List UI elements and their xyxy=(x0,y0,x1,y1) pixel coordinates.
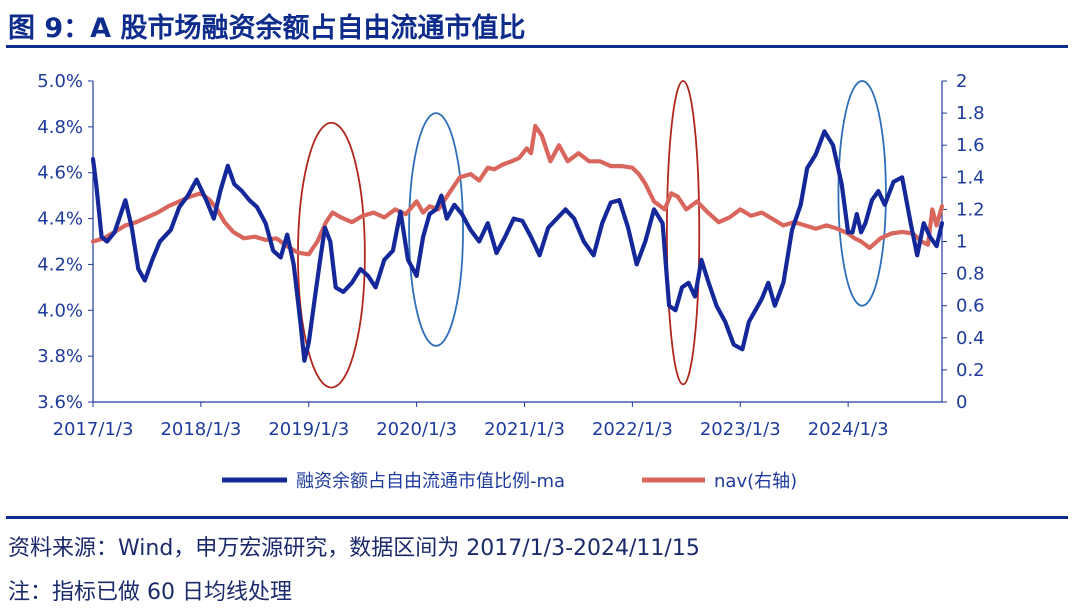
right-tick-label: 2 xyxy=(956,71,967,92)
x-tick-label: 2024/1/3 xyxy=(808,419,889,440)
right-tick-label: 0.4 xyxy=(956,328,985,349)
left-tick-label: 4.4% xyxy=(37,209,83,230)
right-tick-label: 1 xyxy=(956,232,967,253)
legend-margin-ratio-label: 融资余额占自由流通市值比例-ma xyxy=(296,471,565,492)
series-layer xyxy=(90,123,945,363)
x-tick-label: 2020/1/3 xyxy=(376,419,457,440)
red-highlight-ellipse xyxy=(666,80,701,386)
chart: 3.6% 3.8% 4.0% 4.2% 4.4% 4.6% 4.8% 5.0% 0 0.2 0.4 0… xyxy=(37,71,984,492)
left-tick-label: 3.8% xyxy=(37,346,83,367)
axes-layer: 3.6% 3.8% 4.0% 4.2% 4.4% 4.6% 4.8% 5.0% 0 0.2 0.4 0… xyxy=(37,71,984,440)
x-tick-label: 2019/1/3 xyxy=(268,419,349,440)
x-tick-label: 2018/1/3 xyxy=(160,419,241,440)
legend: 融资余额占自由流通市值比例-ma nav(右轴) xyxy=(222,471,797,492)
footnote: 注：指标已做 60 日均线处理 xyxy=(8,580,292,605)
source-note: 资料来源：Wind，申万宏源研究，数据区间为 2017/1/3-2024/11/… xyxy=(8,536,700,561)
left-tick-label: 4.2% xyxy=(37,254,83,275)
series-line-margin-ratio xyxy=(90,129,945,363)
right-tick-label: 1.2 xyxy=(956,199,985,220)
chart-title: 图 9：A 股市场融资余额占自由流通市值比 xyxy=(8,13,526,44)
right-tick-label: 1.4 xyxy=(956,167,985,188)
x-tick-label: 2017/1/3 xyxy=(53,419,134,440)
left-tick-label: 3.6% xyxy=(37,392,83,413)
highlight-ellipses xyxy=(297,80,887,389)
source-divider xyxy=(6,516,1068,519)
series-line-nav xyxy=(90,123,945,257)
right-tick-label: 0.6 xyxy=(956,296,985,317)
legend-nav-label: nav(右轴) xyxy=(714,471,797,492)
left-tick-label: 5.0% xyxy=(37,71,83,92)
x-tick-label: 2021/1/3 xyxy=(484,419,565,440)
left-tick-label: 4.0% xyxy=(37,300,83,321)
right-tick-label: 0 xyxy=(956,392,967,413)
x-tick-label: 2023/1/3 xyxy=(700,419,781,440)
blue-highlight-ellipse xyxy=(837,80,887,307)
right-tick-label: 0.8 xyxy=(956,264,985,285)
right-tick-label: 0.2 xyxy=(956,360,985,381)
blue-highlight-ellipse xyxy=(408,112,464,347)
red-highlight-ellipse xyxy=(297,121,366,389)
left-tick-label: 4.6% xyxy=(37,163,83,184)
right-tick-label: 1.8 xyxy=(956,103,985,124)
x-tick-label: 2022/1/3 xyxy=(592,419,673,440)
left-tick-label: 4.8% xyxy=(37,117,83,138)
title-underline xyxy=(6,45,1068,48)
right-tick-label: 1.6 xyxy=(956,135,985,156)
